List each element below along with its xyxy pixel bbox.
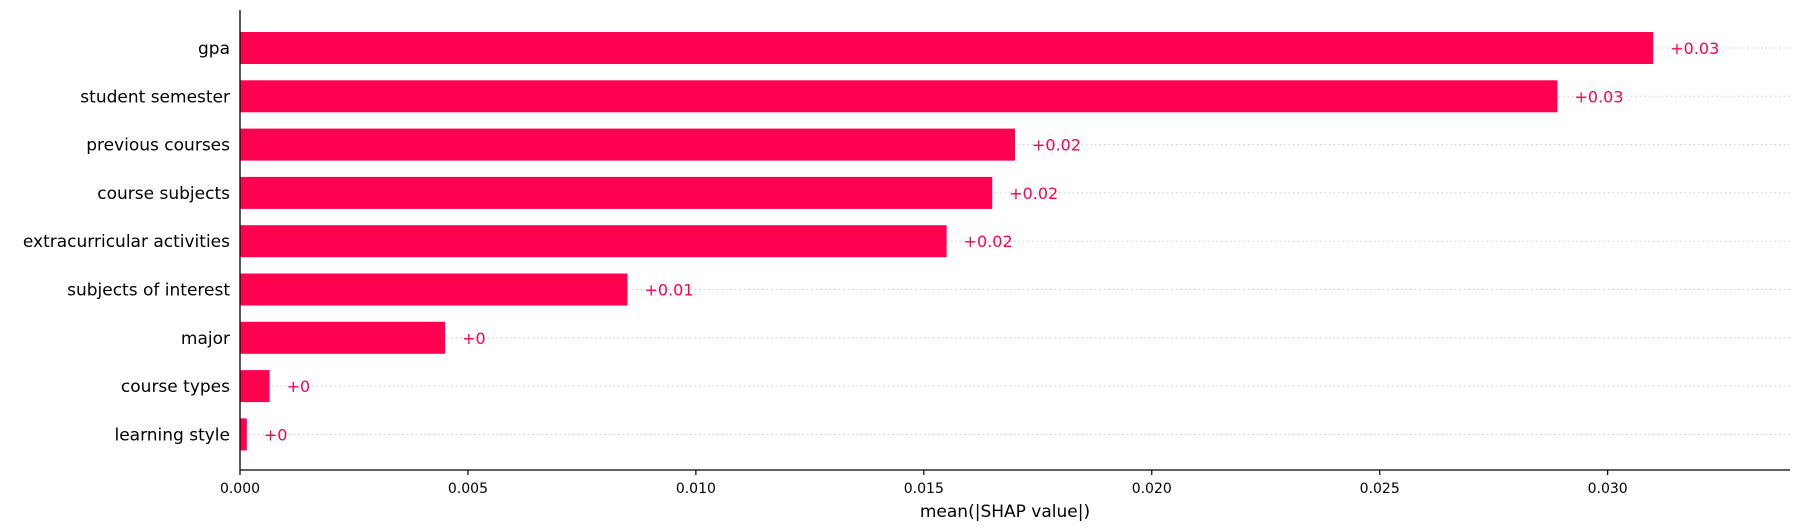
category-label: extracurricular activities (23, 232, 230, 252)
category-label: course subjects (97, 184, 230, 204)
category-label: learning style (114, 425, 230, 445)
bar-extracurricular-activities (240, 225, 947, 258)
bar-course-types (240, 370, 270, 403)
category-label: subjects of interest (67, 281, 230, 301)
bar-gpa (240, 32, 1654, 64)
value-labels: +0.03 +0.03 +0.02 +0.02 +0.02 +0.01 +0 +0 +0 (264, 39, 1719, 444)
x-tick-label: 0.015 (904, 481, 944, 497)
x-tick-label: 0.005 (448, 481, 488, 497)
category-labels: gpa student semester previous courses cours… (23, 39, 230, 445)
value-label: +0.03 (1670, 39, 1719, 58)
value-label: +0 (264, 425, 288, 444)
category-label: student semester (80, 87, 230, 107)
bar-previous-courses (240, 128, 1015, 161)
bar-subjects-of-interest (240, 273, 628, 306)
bar-learning-style (240, 418, 247, 451)
bar-course-subjects (240, 176, 993, 209)
x-tick-label: 0.020 (1132, 481, 1172, 497)
x-tick-label: 0.000 (220, 481, 260, 497)
x-axis-title: mean(|SHAP value|) (920, 502, 1090, 522)
x-tick-label: 0.030 (1588, 481, 1628, 497)
x-tick-label: 0.025 (1360, 481, 1400, 497)
bar-major (240, 321, 446, 354)
value-label: +0.03 (1575, 87, 1624, 106)
bars (240, 32, 1654, 451)
category-label: major (181, 329, 230, 349)
value-label: +0.02 (1032, 136, 1081, 155)
bar-student-semester (240, 80, 1558, 113)
value-label: +0.02 (1009, 184, 1058, 203)
x-ticks: 0.000 0.005 0.010 0.015 0.020 0.025 0.030 (220, 470, 1628, 497)
value-label: +0 (287, 377, 311, 396)
category-label: course types (121, 377, 230, 397)
value-label: +0 (462, 329, 486, 348)
x-tick-label: 0.010 (676, 481, 716, 497)
axes (239, 10, 1790, 471)
category-label: gpa (198, 39, 230, 59)
value-label: +0.02 (964, 232, 1013, 251)
value-label: +0.01 (645, 281, 694, 300)
category-label: previous courses (86, 136, 230, 156)
